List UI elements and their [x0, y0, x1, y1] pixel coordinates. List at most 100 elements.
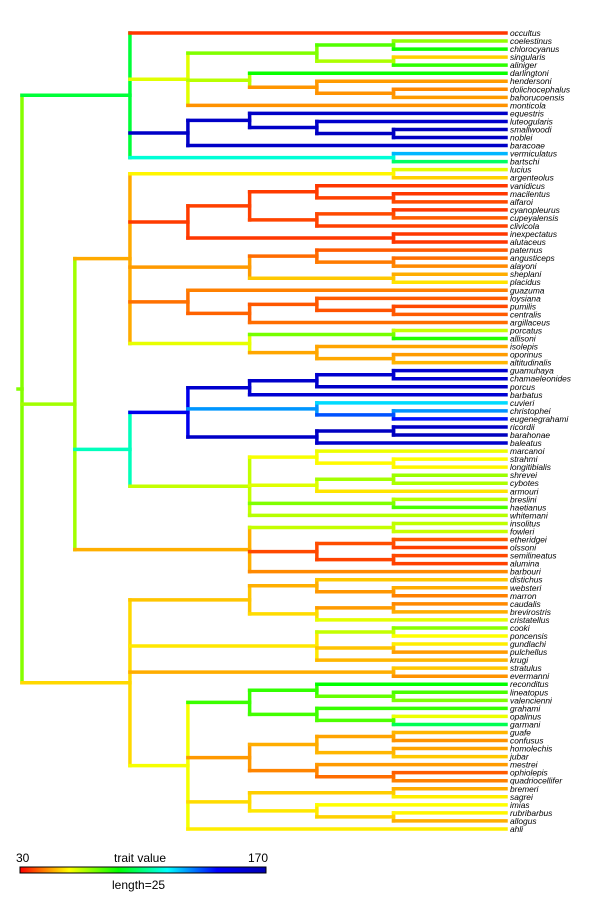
tip-label-guafe: guafe — [510, 727, 531, 737]
tip-label-ricordii: ricordii — [510, 422, 536, 432]
tip-label-armouri: armouri — [510, 486, 540, 496]
tip-label-barbouri: barbouri — [510, 567, 542, 577]
tip-label-grahami: grahami — [510, 703, 541, 713]
tip-label-loysiana: loysiana — [510, 293, 541, 303]
tip-label-allogus: allogus — [510, 816, 537, 826]
tip-label-cooki: cooki — [510, 623, 531, 633]
tip-label-isolepis: isolepis — [510, 342, 539, 352]
tip-label-eugenegrahami: eugenegrahami — [510, 414, 569, 424]
tip-label-valencienni: valencienni — [510, 695, 553, 705]
tip-label-marcanoi: marcanoi — [510, 446, 546, 456]
tip-label-argillaceus: argillaceus — [510, 317, 551, 327]
legend-scale-label: length=25 — [112, 878, 165, 892]
tip-label-fowleri: fowleri — [510, 526, 535, 536]
tip-label-homolechis: homolechis — [510, 744, 553, 754]
tip-label-vermiculatus: vermiculatus — [510, 149, 558, 159]
tip-label-barbatus: barbatus — [510, 390, 543, 400]
tip-label-vanidicus: vanidicus — [510, 181, 546, 191]
tip-label-confusus: confusus — [510, 736, 544, 746]
tip-label-guazuma: guazuma — [510, 285, 545, 295]
tip-label-baracoae: baracoae — [510, 141, 545, 151]
tip-label-cyanopleurus: cyanopleurus — [510, 205, 561, 215]
tip-label-chamaeleonides: chamaeleonides — [510, 374, 572, 384]
tip-label-cupeyalensis: cupeyalensis — [510, 213, 559, 223]
tip-label-ahli: ahli — [510, 824, 524, 834]
tip-label-cristatellus: cristatellus — [510, 615, 550, 625]
tip-label-centralis: centralis — [510, 309, 542, 319]
tip-label-oporinus: oporinus — [510, 350, 543, 360]
tip-label-aliniger: aliniger — [510, 60, 538, 70]
tip-label-haetianus: haetianus — [510, 502, 547, 512]
tip-label-opalinus: opalinus — [510, 711, 542, 721]
tip-label-sagrei: sagrei — [510, 792, 534, 802]
tip-label-barahonae: barahonae — [510, 430, 550, 440]
legend-min-label: 30 — [16, 851, 30, 865]
tip-label-quadriocellifer: quadriocellifer — [510, 776, 563, 786]
tip-label-strahmi: strahmi — [510, 454, 539, 464]
tip-label-dolichocephalus: dolichocephalus — [510, 84, 571, 94]
tip-label-stratulus: stratulus — [510, 663, 542, 673]
tip-label-inexpectatus: inexpectatus — [510, 229, 558, 239]
tip-label-porcatus: porcatus — [509, 325, 543, 335]
tip-label-krugi: krugi — [510, 655, 529, 665]
tip-label-noblei: noblei — [510, 133, 533, 143]
tip-label-smallwoodi: smallwoodi — [510, 124, 553, 134]
legend-title: trait value — [114, 851, 166, 865]
tip-label-bahorucoensis: bahorucoensis — [510, 92, 565, 102]
tip-label-whitemani: whitemani — [510, 510, 549, 520]
tip-label-pumilis: pumilis — [509, 301, 537, 311]
tip-label-placidus: placidus — [509, 277, 542, 287]
tip-label-luteogularis: luteogularis — [510, 116, 554, 126]
tip-label-poncensis: poncensis — [509, 631, 549, 641]
tip-label-lucius: lucius — [510, 165, 532, 175]
trait-legend: 30 trait value 170 length=25 — [16, 851, 268, 892]
tip-label-websteri: websteri — [510, 583, 542, 593]
tip-label-etheridgei: etheridgei — [510, 535, 548, 545]
tip-label-christophei: christophei — [510, 406, 552, 416]
tip-label-brevirostris: brevirostris — [510, 607, 552, 617]
tip-label-sheplani: sheplani — [510, 269, 542, 279]
tip-label-bremeri: bremeri — [510, 784, 540, 794]
tip-label-darlingtoni: darlingtoni — [510, 68, 550, 78]
tip-label-angusticeps: angusticeps — [510, 253, 556, 263]
tip-label-pulchellus: pulchellus — [509, 647, 548, 657]
tip-label-olssoni: olssoni — [510, 543, 537, 553]
tip-label-lineatopus: lineatopus — [510, 687, 549, 697]
tip-label-alumina: alumina — [510, 559, 540, 569]
tip-label-cybotes: cybotes — [510, 478, 540, 488]
tip-label-monticola: monticola — [510, 100, 546, 110]
tip-label-imias: imias — [510, 800, 530, 810]
tip-label-caudalis: caudalis — [510, 599, 542, 609]
tip-label-coelestinus: coelestinus — [510, 36, 553, 46]
tip-label-jubar: jubar — [509, 752, 530, 762]
tip-label-semilineatus: semilineatus — [510, 551, 557, 561]
tip-label-reconditus: reconditus — [510, 679, 549, 689]
tip-label-breslini: breslini — [510, 494, 538, 504]
tip-label-macilentus: macilentus — [510, 189, 551, 199]
tip-label-alayoni: alayoni — [510, 261, 538, 271]
tip-label-hendersoni: hendersoni — [510, 76, 553, 86]
tip-label-occultus: occultus — [510, 28, 542, 38]
tip-label-alfaroi: alfaroi — [510, 197, 534, 207]
tip-label-altitudinalis: altitudinalis — [510, 358, 552, 368]
tip-label-paternus: paternus — [509, 245, 543, 255]
tip-label-rubribarbus: rubribarbus — [510, 808, 553, 818]
tip-label-cuvieri: cuvieri — [510, 398, 535, 408]
tip-label-alutaceus: alutaceus — [510, 237, 547, 247]
tip-label-argenteolus: argenteolus — [510, 173, 555, 183]
tip-label-guamuhaya: guamuhaya — [510, 366, 554, 376]
tip-labels: occultuscoelestinuschlorocyanussingulari… — [509, 28, 572, 834]
legend-max-label: 170 — [248, 851, 268, 865]
tip-label-chlorocyanus: chlorocyanus — [510, 44, 560, 54]
tip-label-shrevei: shrevei — [510, 470, 538, 480]
tree-branches — [16, 31, 508, 831]
tip-label-insolitus: insolitus — [510, 518, 541, 528]
tip-label-allisoni: allisoni — [510, 334, 537, 344]
tip-label-garmani: garmani — [510, 719, 541, 729]
tip-label-marron: marron — [510, 591, 537, 601]
tip-label-gundlachi: gundlachi — [510, 639, 547, 649]
tip-label-distichus: distichus — [510, 575, 543, 585]
tip-label-singularis: singularis — [510, 52, 546, 62]
tip-label-equestris: equestris — [510, 108, 545, 118]
